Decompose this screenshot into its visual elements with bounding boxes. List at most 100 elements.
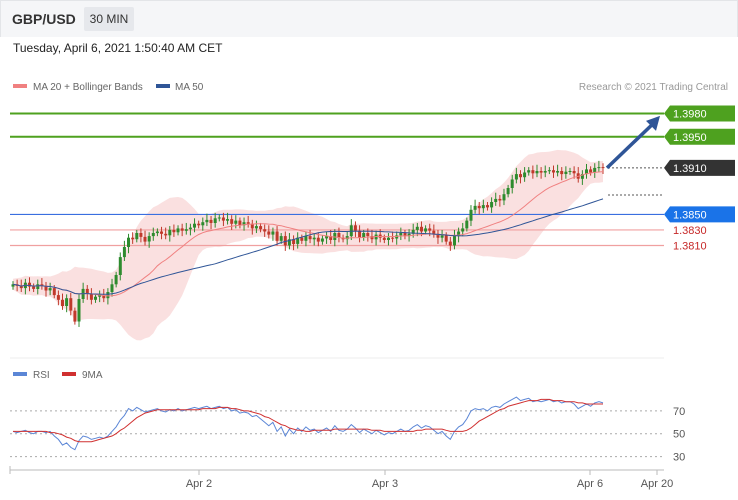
candle-body — [52, 288, 56, 296]
candle-body — [325, 236, 329, 239]
candle-body — [589, 169, 593, 173]
candle-body — [580, 174, 584, 179]
candle-body — [448, 241, 452, 246]
x-axis-tick-label: Apr 3 — [372, 478, 398, 490]
forecast-arrow-head — [646, 115, 660, 131]
candle-body — [271, 231, 275, 235]
candle-body — [36, 284, 40, 289]
candle-body — [292, 239, 296, 244]
candle-body — [201, 222, 205, 226]
candle-body — [19, 285, 23, 289]
candle-body — [539, 171, 543, 173]
candle-body — [490, 202, 494, 208]
candle-body — [61, 299, 64, 306]
resistance-level-tag-label: 1.3950 — [673, 132, 707, 144]
x-axis-tick-label: Apr 20 — [641, 478, 673, 490]
candle-body — [28, 282, 31, 287]
support-level-label: 1.3810 — [673, 240, 707, 252]
candle-body — [184, 229, 188, 231]
candle-body — [329, 236, 333, 240]
candle-body — [477, 205, 481, 209]
candle-body — [279, 236, 283, 241]
candle-body — [514, 174, 518, 180]
candle-body — [502, 194, 506, 201]
candle-body — [510, 179, 514, 188]
candle-body — [69, 298, 73, 311]
candle-body — [213, 218, 217, 223]
ma20-line — [12, 171, 604, 297]
candle-body — [188, 227, 192, 230]
candle-body — [135, 233, 139, 240]
rsi-tick-label: 50 — [673, 429, 685, 441]
candle-body — [226, 219, 229, 221]
candle-body — [320, 238, 324, 242]
main-plot: 1.3980 1.3950 1.3910 1.3850 1.3830 1.3810 — [10, 105, 735, 341]
candle-body — [362, 233, 366, 238]
candle-body — [585, 169, 588, 175]
candle-body — [296, 237, 300, 244]
candle-body — [572, 171, 576, 174]
support-level-label: 1.3830 — [673, 225, 707, 237]
candle-body — [89, 293, 93, 300]
candle-body — [440, 235, 444, 238]
candle-body — [316, 237, 320, 242]
candle-body — [127, 237, 130, 247]
candle-body — [164, 233, 168, 236]
candle-body — [205, 219, 209, 223]
candle-body — [465, 220, 469, 229]
ma20-legend-swatch — [13, 84, 27, 88]
candle-body — [275, 231, 279, 241]
candle-body — [300, 237, 304, 241]
candle-body — [556, 171, 560, 173]
resistance-level-tag-label: 1.3980 — [673, 109, 707, 121]
candle-body — [486, 205, 489, 208]
candle-body — [420, 226, 423, 232]
candle-body — [217, 217, 221, 219]
x-axis-tick-label: Apr 6 — [577, 478, 603, 490]
pivot-level-tag-label: 1.3850 — [673, 209, 707, 221]
rsi-legend-label: RSI — [33, 370, 50, 381]
candle-body — [444, 235, 448, 242]
candle-body — [77, 299, 81, 322]
resistance-level-tag — [664, 128, 735, 145]
candle-body — [473, 205, 477, 210]
candle-body — [457, 231, 461, 237]
rsi-tick-label: 30 — [673, 452, 685, 464]
candle-body — [506, 188, 510, 195]
candle-body — [172, 229, 176, 233]
candle-body — [147, 236, 151, 242]
ma50-legend-swatch — [156, 84, 170, 88]
candle-body — [552, 170, 555, 173]
ma20-legend-label: MA 20 + Bollinger Bands — [33, 82, 143, 93]
candle-body — [304, 236, 308, 241]
candle-body — [494, 198, 498, 202]
candle-body — [40, 284, 44, 286]
last-price-tag-label: 1.3910 — [673, 163, 707, 175]
candle-body — [122, 247, 126, 258]
candle-body — [519, 174, 522, 178]
candle-body — [535, 171, 539, 174]
rsi-line — [12, 396, 604, 451]
candle-body — [593, 167, 597, 173]
candle-body — [155, 231, 159, 234]
candle-body — [308, 236, 312, 240]
candle-body — [176, 228, 180, 233]
candle-body — [102, 295, 106, 299]
candle-body — [242, 222, 246, 226]
candle-body — [432, 230, 436, 234]
candle-body — [527, 170, 531, 173]
candle-body — [382, 237, 386, 240]
candle-body — [259, 226, 263, 230]
rsi-plot: 70 50 30 — [10, 396, 685, 464]
candle-body — [168, 229, 172, 236]
candle-body — [601, 167, 605, 169]
candle-body — [366, 233, 370, 237]
rsi-tick-label: 70 — [673, 406, 685, 418]
candle-body — [312, 237, 316, 240]
timeframe-button[interactable]: 30 MIN — [84, 7, 134, 31]
ma50-legend-label: MA 50 — [175, 82, 204, 93]
candle-body — [151, 233, 155, 237]
candle-body — [560, 171, 564, 175]
candle-body — [345, 236, 349, 240]
candle-body — [193, 223, 196, 228]
